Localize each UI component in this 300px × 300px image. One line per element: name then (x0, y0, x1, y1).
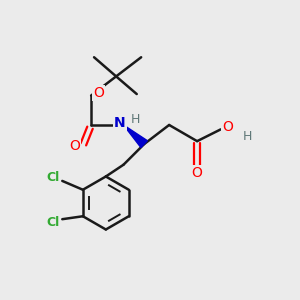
Text: Cl: Cl (47, 172, 60, 184)
Text: H: H (242, 130, 252, 143)
Polygon shape (124, 125, 147, 148)
Text: O: O (93, 86, 104, 100)
Text: Cl: Cl (47, 216, 60, 229)
Text: O: O (192, 166, 203, 180)
Text: O: O (223, 120, 233, 134)
Text: O: O (70, 139, 80, 153)
Text: N: N (114, 116, 126, 130)
Text: H: H (131, 113, 141, 126)
